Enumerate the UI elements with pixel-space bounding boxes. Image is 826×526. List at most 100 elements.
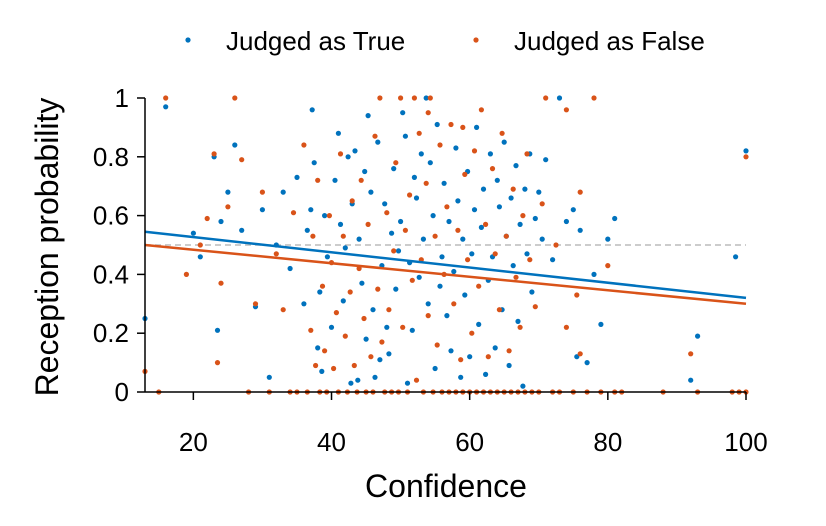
point-judged-false [478, 107, 484, 113]
point-judged-false [425, 110, 431, 116]
point-judged-true [382, 201, 388, 207]
point-judged-true [476, 321, 482, 327]
point-judged-false [280, 307, 286, 313]
point-judged-true [467, 354, 473, 360]
point-judged-true [311, 160, 317, 166]
point-judged-false [337, 151, 344, 157]
point-judged-true [543, 157, 549, 163]
point-judged-false [425, 313, 431, 319]
point-judged-true [494, 177, 500, 183]
point-judged-false [444, 204, 450, 210]
point-judged-true [605, 236, 611, 242]
point-judged-false [372, 133, 378, 139]
point-judged-false [476, 283, 482, 289]
point-judged-false [499, 130, 505, 136]
point-judged-false [427, 95, 433, 101]
point-judged-false [451, 301, 457, 307]
point-judged-false [358, 177, 364, 183]
point-judged-true [423, 95, 429, 101]
point-judged-false [465, 257, 471, 263]
point-judged-true [218, 218, 224, 225]
point-judged-true [550, 257, 556, 263]
point-judged-true [478, 224, 484, 230]
point-judged-false [273, 251, 279, 257]
point-judged-true [487, 151, 493, 157]
point-judged-true [510, 263, 516, 269]
legend-label-judged-false: Judged as False [514, 26, 705, 56]
point-judged-false [469, 330, 475, 336]
point-judged-true [411, 174, 417, 180]
point-judged-false [423, 180, 429, 186]
point-judged-false [239, 157, 245, 163]
point-judged-false [225, 204, 231, 210]
point-judged-true [280, 189, 286, 195]
point-judged-false [407, 192, 413, 198]
point-judged-false [340, 233, 346, 239]
point-judged-true [393, 286, 399, 292]
point-judged-true [460, 236, 466, 242]
point-judged-false [471, 148, 478, 154]
point-judged-false [458, 357, 464, 363]
point-judged-true [370, 307, 376, 313]
point-judged-true [259, 207, 265, 213]
point-judged-false [434, 342, 440, 348]
point-judged-true [239, 227, 245, 233]
point-judged-true [362, 168, 368, 175]
point-judged-false [577, 351, 583, 357]
point-judged-false [413, 377, 420, 383]
point-judged-true [225, 189, 231, 195]
point-judged-true [432, 365, 438, 372]
y-tick-label: 0.2 [93, 318, 129, 348]
point-judged-false [351, 362, 357, 369]
legend: Judged as True Judged as False [185, 26, 705, 56]
point-judged-false [688, 351, 694, 357]
y-tick-label: 0.8 [93, 142, 129, 172]
point-judged-true [372, 374, 378, 380]
legend-label-judged-true: Judged as True [226, 26, 405, 56]
point-judged-false [577, 189, 583, 195]
point-judged-true [232, 142, 238, 148]
point-judged-true [404, 380, 411, 386]
point-judged-false [591, 95, 597, 101]
point-judged-true [340, 298, 346, 304]
point-judged-true [570, 207, 576, 213]
point-judged-true [197, 254, 203, 260]
point-judged-false [448, 121, 454, 128]
point-judged-false [503, 233, 509, 239]
point-judged-true [315, 345, 321, 351]
point-judged-true [416, 274, 422, 280]
point-judged-true [377, 357, 383, 363]
point-judged-false [342, 333, 348, 339]
point-judged-true [304, 227, 310, 233]
x-tick-label: 80 [593, 427, 622, 457]
point-judged-true [427, 160, 433, 166]
point-judged-true [508, 195, 514, 201]
point-judged-false [384, 210, 390, 216]
point-judged-true [506, 362, 512, 369]
point-judged-false [214, 360, 221, 366]
point-judged-true [425, 301, 431, 307]
point-judged-true [598, 321, 604, 327]
point-judged-true [469, 251, 475, 257]
point-judged-true [517, 221, 523, 227]
point-judged-false [496, 307, 502, 313]
point-judged-true [448, 348, 454, 354]
point-judged-true [451, 268, 457, 275]
point-judged-true [439, 254, 445, 260]
point-judged-false [492, 251, 498, 257]
point-judged-true [462, 292, 468, 298]
point-judged-false [483, 221, 489, 227]
point-judged-false [333, 310, 339, 316]
point-judged-false [520, 213, 526, 219]
point-judged-true [520, 383, 526, 389]
point-judged-false [743, 154, 749, 160]
point-judged-false [308, 327, 314, 333]
y-tick-label: 0.4 [93, 259, 129, 289]
point-judged-true [430, 213, 436, 219]
point-judged-true [591, 271, 597, 277]
point-judged-false [379, 339, 385, 345]
point-judged-true [453, 145, 459, 151]
legend-marker-judged-true [185, 37, 191, 43]
point-judged-true [389, 230, 395, 236]
